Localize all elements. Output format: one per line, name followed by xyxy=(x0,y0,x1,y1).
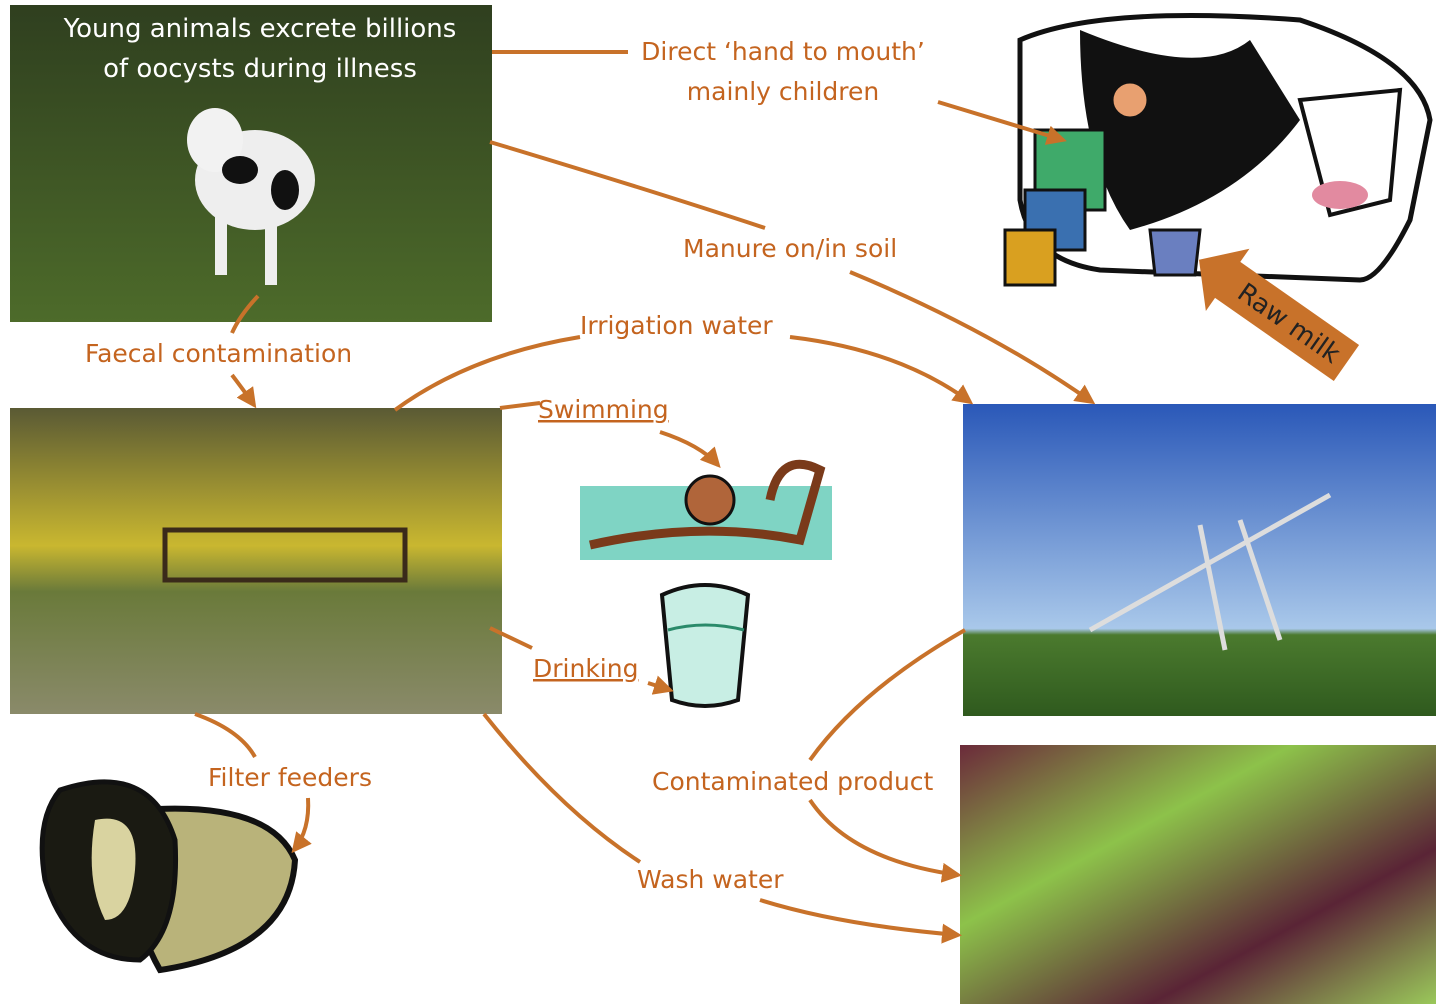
glass-clipart xyxy=(662,585,748,706)
route-label: Drinking xyxy=(533,654,638,683)
route-label: Filter feeders xyxy=(208,763,372,792)
route-label: Manure on/in soil xyxy=(683,234,897,263)
route-label: Swimming xyxy=(538,395,669,424)
route-label: Faecal contamination xyxy=(85,339,352,368)
diagram: Young animals excrete billions of oocyst… xyxy=(0,0,1436,1004)
caption: of oocysts during illness xyxy=(103,54,417,84)
caption: Young animals excrete billions xyxy=(63,14,457,44)
oyster-clipart xyxy=(42,782,295,970)
swimmer-head xyxy=(686,476,734,524)
irrigation-photo xyxy=(963,404,1436,716)
cow-clipart xyxy=(1005,16,1430,286)
route-label: mainly children xyxy=(687,77,879,106)
lettuce-photo xyxy=(960,745,1436,1004)
route-label: Wash water xyxy=(637,865,784,894)
route-label: Irrigation water xyxy=(580,311,773,340)
route-label: Direct ‘hand to mouth’ xyxy=(641,37,925,66)
route-label: Contaminated product xyxy=(652,767,934,796)
pond-photo xyxy=(10,408,502,714)
